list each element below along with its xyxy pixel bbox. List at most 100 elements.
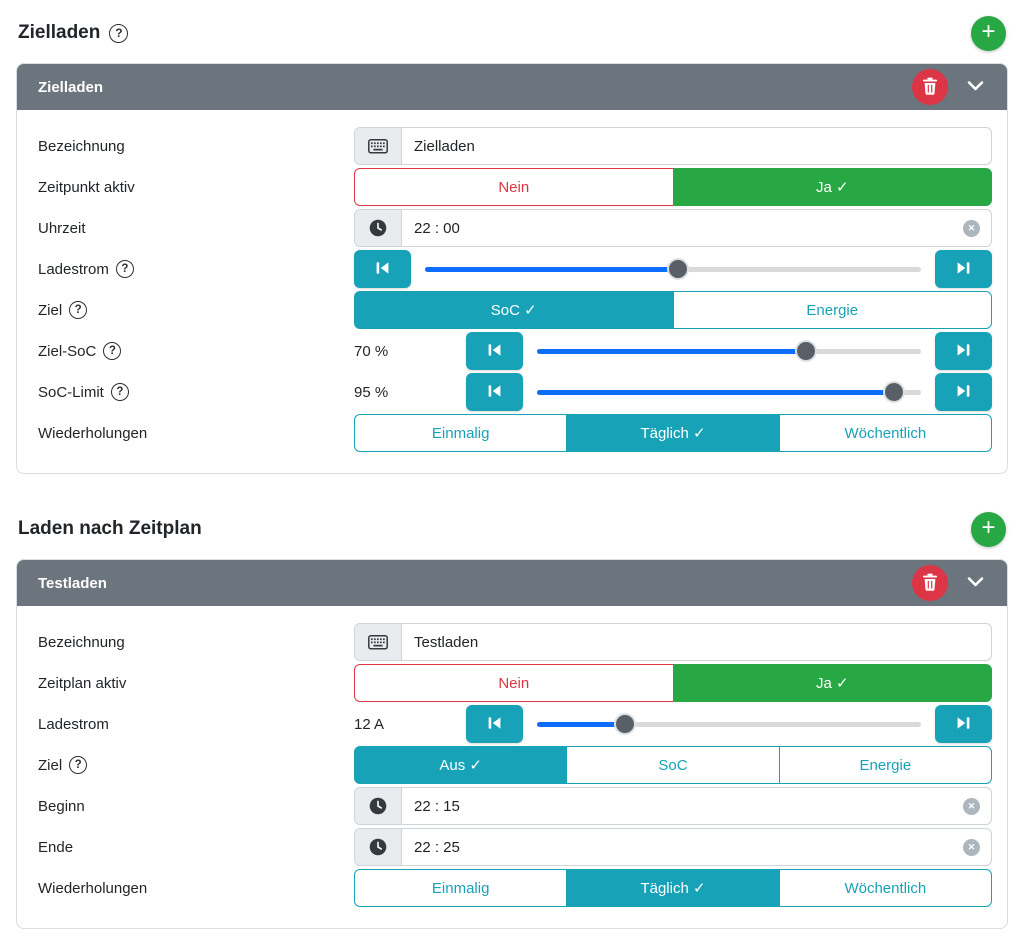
add-plan-button[interactable]: + [971, 15, 1006, 51]
slider-fill [537, 389, 895, 395]
option-t-glich[interactable]: Täglich ✓ [566, 869, 780, 907]
time-input[interactable]: 22 : 00 ✕ [354, 209, 992, 247]
collapse-card-button[interactable] [958, 75, 993, 100]
help-icon[interactable]: ? [115, 260, 134, 278]
option-w-chentlich[interactable]: Wöchentlich [778, 869, 992, 907]
field-label-text: Uhrzeit [38, 219, 86, 237]
plus-icon: + [981, 513, 996, 541]
slider-max-button[interactable] [935, 373, 992, 411]
clear-icon[interactable]: ✕ [963, 797, 980, 815]
slider-min-button[interactable] [354, 250, 411, 288]
option-nein[interactable]: Nein [354, 168, 674, 206]
help-icon[interactable]: ? [110, 383, 129, 401]
clock-icon [355, 788, 402, 824]
field-label-text: Ladestrom [38, 260, 109, 278]
field-label-text: Bezeichnung [38, 137, 125, 155]
slider-min-button[interactable] [466, 332, 523, 370]
field-label: Bezeichnung [38, 138, 354, 155]
delete-plan-button[interactable] [912, 565, 948, 601]
slider-thumb[interactable] [883, 381, 906, 403]
option-soc[interactable]: SoC ✓ [354, 291, 674, 329]
field-label: Ziel? [38, 301, 354, 319]
form-row-ende: Ende 22 : 25 ✕ [38, 828, 992, 866]
section-title-text: Zielladen [18, 22, 101, 43]
help-icon[interactable]: ? [69, 756, 88, 774]
input-value[interactable]: Zielladen [414, 137, 475, 155]
field-label: Wiederholungen [38, 425, 354, 442]
field-label-text: SoC-Limit [38, 383, 104, 401]
form-row-ladestrom: Ladestrom 12 A [38, 705, 992, 743]
form-row-zeitpunkt-aktiv: Zeitpunkt aktiv Nein Ja ✓ [38, 168, 992, 206]
field-label-text: Bezeichnung [38, 633, 125, 651]
slider-rail [537, 713, 921, 735]
help-icon[interactable]: ? [103, 342, 122, 360]
slider-min-button[interactable] [466, 373, 523, 411]
option-ja[interactable]: Ja ✓ [672, 168, 992, 206]
field-label: Uhrzeit [38, 220, 354, 237]
skip-end-icon [955, 260, 972, 279]
option-t-glich[interactable]: Täglich ✓ [566, 414, 780, 452]
clear-icon[interactable]: ✕ [963, 838, 980, 856]
option-energie[interactable]: Energie [672, 291, 992, 329]
text-input[interactable]: Zielladen [354, 127, 992, 165]
slider-rail [537, 340, 921, 362]
slider-track[interactable] [537, 373, 921, 411]
slider: 12 A [354, 705, 992, 743]
chevron-down-icon [966, 575, 985, 592]
plus-icon: + [981, 17, 996, 45]
help-icon[interactable]: ? [109, 23, 129, 43]
time-input[interactable]: 22 : 25 ✕ [354, 828, 992, 866]
option-ja[interactable]: Ja ✓ [672, 664, 992, 702]
field-label-text: Beginn [38, 797, 85, 815]
slider-max-button[interactable] [935, 705, 992, 743]
trash-icon [922, 77, 938, 98]
field-label-text: Zeitpunkt aktiv [38, 178, 135, 196]
text-input[interactable]: Testladen [354, 623, 992, 661]
slider-max-button[interactable] [935, 250, 992, 288]
clock-icon [355, 210, 402, 246]
option-w-chentlich[interactable]: Wöchentlich [778, 414, 992, 452]
field-control: Testladen [354, 623, 992, 661]
option-nein[interactable]: Nein [354, 664, 674, 702]
help-icon[interactable]: ? [69, 301, 88, 319]
field-label: Ziel? [38, 756, 354, 774]
slider-thumb[interactable] [794, 340, 817, 362]
collapse-card-button[interactable] [958, 571, 993, 596]
slider-max-button[interactable] [935, 332, 992, 370]
slider-track[interactable] [537, 332, 921, 370]
field-label-text: Ziel [38, 301, 63, 319]
input-value[interactable]: 22 : 25 [414, 838, 460, 856]
delete-plan-button[interactable] [912, 69, 948, 105]
skip-end-icon [955, 383, 972, 402]
option-einmalig[interactable]: Einmalig [354, 869, 568, 907]
clear-icon[interactable]: ✕ [963, 219, 980, 237]
skip-start-icon [486, 715, 503, 734]
card-title: Testladen [38, 574, 107, 592]
keyboard-icon [355, 128, 402, 164]
option-aus[interactable]: Aus ✓ [354, 746, 568, 784]
input-value[interactable]: 22 : 15 [414, 797, 460, 815]
section-title-text: Laden nach Zeitplan [18, 518, 202, 539]
add-plan-button[interactable]: + [971, 511, 1006, 547]
slider-value-label: 70 % [354, 342, 389, 360]
time-input[interactable]: 22 : 15 ✕ [354, 787, 992, 825]
input-value[interactable]: 22 : 00 [414, 219, 460, 237]
skip-end-icon [955, 715, 972, 734]
option-energie[interactable]: Energie [778, 746, 992, 784]
form-row-wiederholungen: Wiederholungen Einmalig Täglich ✓ Wöchentli… [38, 869, 992, 907]
slider-thumb[interactable] [666, 258, 689, 280]
input-value[interactable]: Testladen [414, 633, 479, 651]
slider-track[interactable] [425, 250, 921, 288]
field-label: Beginn [38, 798, 354, 815]
slider-track[interactable] [537, 705, 921, 743]
option-soc[interactable]: SoC [566, 746, 780, 784]
field-label-text: Ziel-SoC [38, 342, 97, 360]
chevron-down-icon [966, 79, 985, 96]
slider-thumb[interactable] [614, 713, 637, 735]
option-einmalig[interactable]: Einmalig [354, 414, 568, 452]
section-laden-nach-zeitplan: Laden nach Zeitplan + Testladen Bezeichn… [16, 510, 1008, 929]
card-header: Testladen [17, 560, 1007, 606]
skip-start-icon [486, 383, 503, 402]
slider-min-button[interactable] [466, 705, 523, 743]
